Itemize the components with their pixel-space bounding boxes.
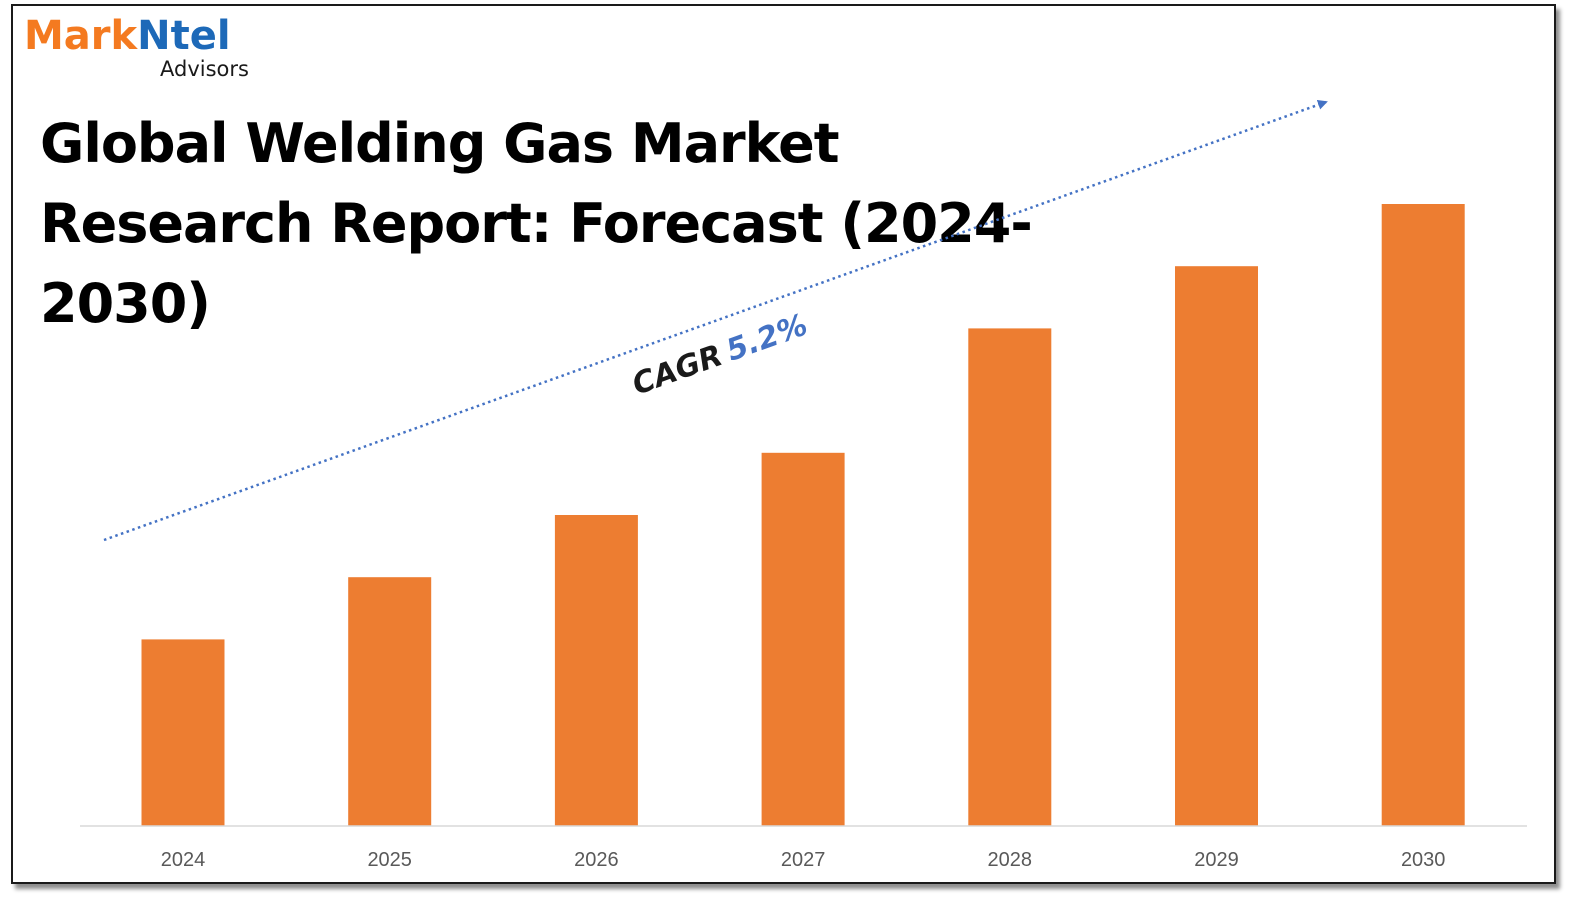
x-tick-label-2027: 2027 (781, 849, 826, 871)
x-tick-label-2025: 2025 (367, 849, 412, 871)
markntel-logo: MarkNtel Advisors (24, 12, 264, 84)
logo-wordmark-part2: Ntel (137, 13, 231, 59)
bar-2025 (348, 577, 432, 826)
cagr-trend-arrow (103, 99, 1328, 542)
x-tick-label-2028: 2028 (988, 849, 1033, 871)
logo-wordmark: MarkNtel (24, 12, 231, 60)
logo-subtitle: Advisors (160, 57, 249, 81)
x-tick-labels: 2024 2025 2026 2027 2028 2029 2030 (161, 849, 1446, 871)
bar-2029 (1175, 266, 1258, 826)
x-tick-label-2024: 2024 (161, 849, 206, 871)
bar-2030 (1381, 204, 1465, 826)
logo-wordmark-part1: Mark (24, 13, 138, 59)
bar-2026 (554, 515, 638, 826)
x-tick-label-2030: 2030 (1401, 849, 1446, 871)
bar-2027 (761, 452, 845, 826)
bar-2028 (968, 328, 1052, 826)
bar-2024 (141, 639, 225, 826)
cagr-value: 5.2% (722, 308, 812, 369)
x-tick-label-2029: 2029 (1194, 849, 1239, 871)
x-tick-label-2026: 2026 (574, 849, 619, 871)
chart-title: Global Welding Gas Market Research Repor… (40, 112, 1033, 335)
cagr-annotation: CAGR 5.2% (628, 308, 812, 403)
bars-layer (141, 204, 1465, 826)
